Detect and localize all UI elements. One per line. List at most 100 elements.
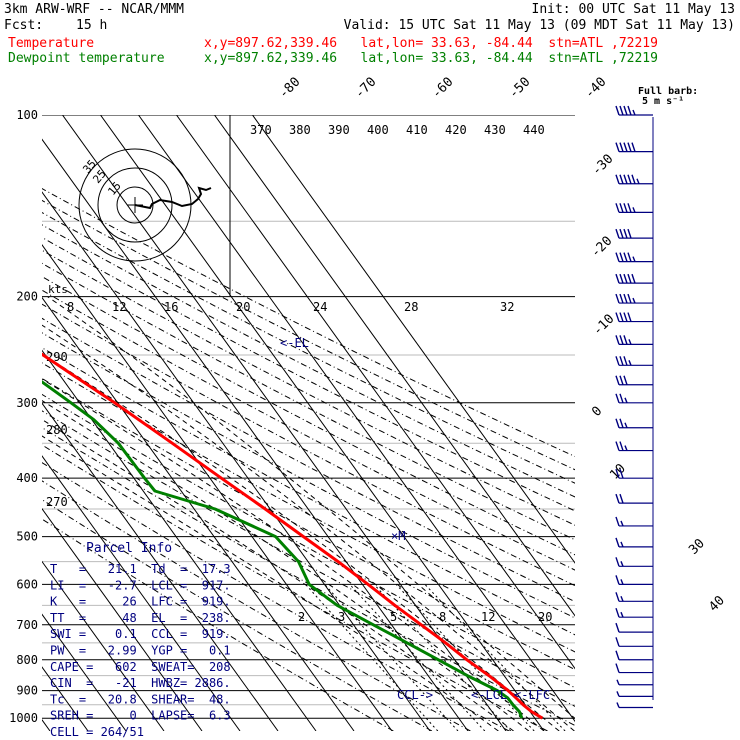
barb-full-flag (615, 293, 620, 304)
wind-barb-column (615, 105, 654, 709)
speed-tick-label: 8 (67, 300, 74, 314)
pressure-tick-label: 400 (16, 471, 38, 485)
isotherm-label: -30 (589, 152, 616, 179)
temperature-location: x,y=897.62,339.46 lat,lon= 33.63, -84.44… (204, 36, 658, 51)
barb-full-flag (623, 375, 628, 385)
mixing-ratio-line (424, 584, 566, 731)
dry-adiabat (42, 462, 510, 731)
dry-adiabat (42, 317, 575, 603)
theta-e-label: 380 (289, 123, 311, 137)
mixing-ratio-label: 12 (481, 610, 495, 624)
isotherm-label: -40 (582, 75, 609, 102)
pressure-tick-label: 100 (16, 108, 38, 122)
barb-full-flag (623, 273, 628, 284)
dry-adiabat (42, 303, 575, 587)
barb-full-flag (615, 228, 620, 239)
m-annotation: ×M (391, 529, 405, 543)
barb-half-flag (628, 339, 632, 345)
dry-adiabat-label: 280 (46, 423, 68, 437)
dry-adiabat (42, 377, 575, 671)
dry-adiabat-label: 290 (46, 350, 68, 364)
moist-adiabat (42, 400, 530, 731)
barb-full-flag (627, 312, 632, 322)
barb-full-flag (619, 273, 624, 284)
mixing-ratio-label: 3 (338, 610, 345, 624)
lfc-annotation: <-LFC (514, 688, 550, 702)
parcel-info-row: SREH = 0 LAPSE= 6.3 (50, 709, 231, 723)
wind-barb (615, 203, 653, 213)
mixing-ratio-line (305, 584, 439, 731)
barb-full-flag (619, 493, 624, 504)
el-annotation: <-EL (280, 336, 309, 350)
barb-half-flag (616, 702, 620, 708)
barb-full-flag (619, 375, 624, 385)
barb-half-flag (624, 422, 628, 429)
barb-full-flag (615, 575, 620, 585)
barb-full-flag (627, 142, 632, 152)
barb-full-flag (615, 174, 620, 184)
parcel-info-row: K = 26 LFC = 919. (50, 595, 231, 609)
barb-full-flag (615, 650, 620, 660)
isotherm-label: -60 (429, 75, 456, 102)
wind-barb (615, 142, 653, 153)
parcel-info-title: Parcel Info (86, 541, 172, 556)
pressure-tick-label: 500 (16, 530, 38, 544)
isotherm-label: -20 (588, 234, 615, 261)
isotherm-label: -70 (352, 75, 379, 102)
hodograph-unit-label: kts (48, 283, 68, 296)
forecast-label: Fcst: (4, 18, 44, 33)
mixing-ratio-line (324, 584, 459, 731)
barb-full-flag (623, 105, 628, 116)
wind-barb (615, 335, 653, 345)
valid-time: Valid: 15 UTC Sat 11 May 13 (09 MDT Sat … (343, 18, 735, 33)
parcel-info-row: Tc = 20.8 SHEAR= 48. (50, 692, 231, 706)
isotherm-line (42, 138, 469, 731)
barb-half-flag (632, 109, 636, 116)
dry-adiabat (42, 211, 575, 484)
dry-adiabat (42, 444, 548, 731)
barb-full-flag (615, 142, 620, 152)
init-time: Init: 00 UTC Sat 11 May 13 (531, 2, 736, 17)
barb-full-flag (615, 393, 620, 404)
mixing-ratio-label: 2 (298, 610, 305, 624)
wind-barb (616, 691, 653, 697)
dewpoint-location: x,y=897.62,339.46 lat,lon= 33.63, -84.44… (204, 51, 658, 66)
pressure-tick-label: 1000 (9, 711, 38, 725)
parcel-info-row: CIN = -21 HWBZ= 2886. (50, 676, 231, 690)
speed-tick-label: 32 (500, 300, 514, 314)
barb-full-flag (619, 468, 624, 479)
barb-half-flag (636, 178, 640, 184)
parcel-info-row: LI = -2.7 LCL = 917. (50, 578, 231, 592)
barb-full-flag (615, 557, 620, 567)
isotherm-label: 0 (589, 404, 605, 420)
barb-half-flag (628, 360, 632, 366)
barb-full-flag (615, 607, 620, 618)
barb-half-flag (620, 611, 624, 618)
isotherm-line (214, 115, 575, 617)
barb-full-flag (631, 142, 636, 152)
barb-full-flag (619, 441, 624, 451)
barb-half-flag (632, 256, 636, 262)
wind-barb (615, 557, 653, 567)
barb-half-flag (620, 596, 624, 602)
barb-full-flag (623, 228, 628, 239)
barb-full-flag (615, 493, 620, 504)
pressure-tick-label: 800 (16, 653, 38, 667)
speed-tick-label: 20 (236, 300, 250, 314)
parcel-info-panel: Parcel Info T = 21.1 Td = 17.3 LI = -2.7 … (50, 541, 231, 739)
isotherm-label: -10 (590, 312, 617, 339)
wind-barb (615, 252, 653, 263)
barb-full-flag (615, 273, 620, 284)
wind-barb (615, 418, 653, 429)
wind-barb (615, 663, 653, 674)
wind-barb (615, 592, 653, 602)
barb-legend-value: 5 m s⁻¹ (642, 96, 684, 107)
hodograph: 35 25 15 kts (48, 115, 231, 296)
barb-full-flag (619, 174, 624, 184)
barb-half-flag (616, 691, 620, 697)
barb-full-flag (619, 203, 624, 213)
barb-full-flag (619, 418, 624, 428)
barb-full-flag (615, 622, 620, 633)
barb-full-flag (615, 663, 620, 673)
barb-full-flag (631, 273, 636, 284)
